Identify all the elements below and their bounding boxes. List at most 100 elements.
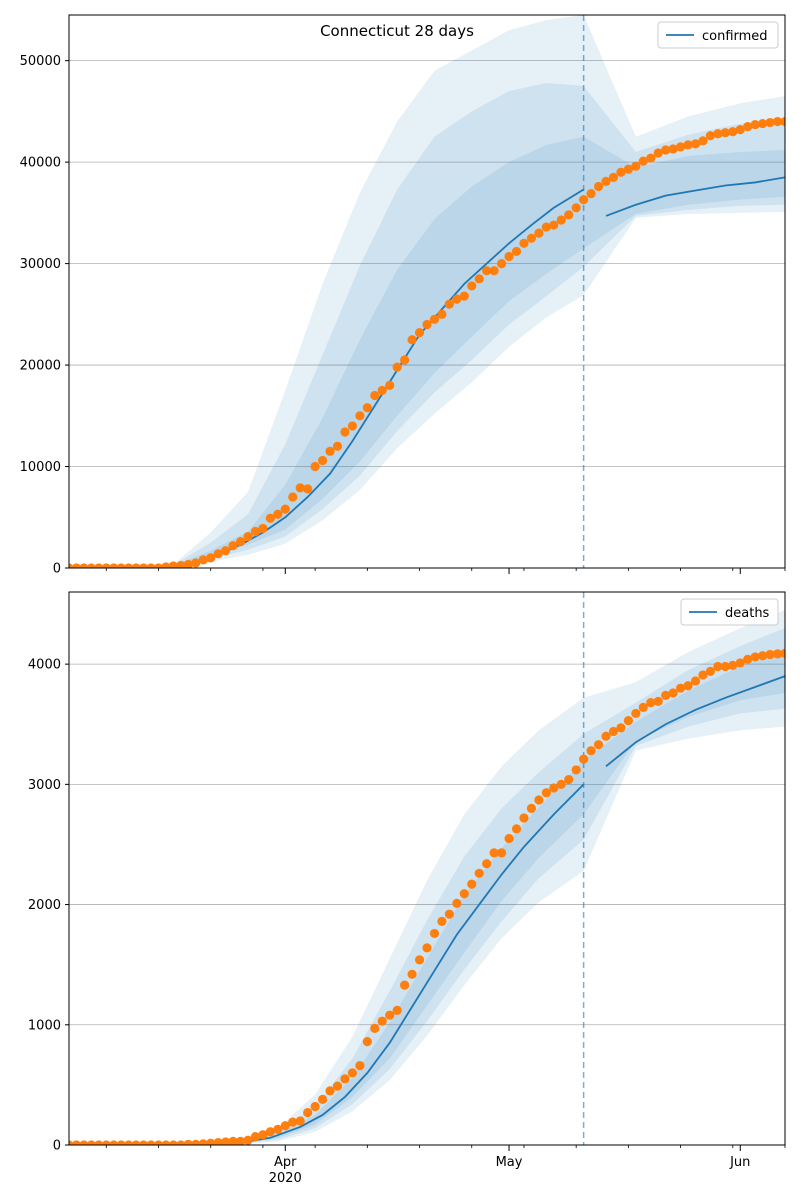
observed-point <box>772 116 783 127</box>
uncertainty-band-1 <box>69 15 785 568</box>
observed-point <box>519 238 529 248</box>
observed-point <box>146 563 156 568</box>
observed-point <box>586 746 596 756</box>
observed-point <box>720 128 730 138</box>
observed-point <box>735 125 745 135</box>
observed-point <box>631 708 641 719</box>
observed-point <box>362 1037 372 1047</box>
y-tick-label: 20000 <box>20 359 61 374</box>
observed-point <box>377 1016 387 1026</box>
observed-point <box>198 1139 208 1145</box>
observed-point <box>86 563 96 568</box>
observed-point <box>176 560 186 568</box>
observed-point <box>332 1081 343 1091</box>
observed-point <box>131 563 141 568</box>
y-tick-label: 50000 <box>20 54 61 69</box>
observed-point <box>661 690 671 700</box>
observed-point <box>511 824 522 834</box>
observed-point <box>235 537 246 547</box>
observed-point <box>534 795 544 805</box>
observed-point <box>221 546 231 556</box>
observed-point <box>653 696 663 706</box>
legend-box <box>657 21 779 49</box>
observed-point <box>541 788 551 798</box>
x-tick-label-may: May <box>496 1155 523 1170</box>
observed-point <box>191 1139 201 1145</box>
model-line-deaths <box>69 783 585 1145</box>
observed-point <box>713 129 723 139</box>
observed-point <box>191 558 201 568</box>
observed-point <box>101 563 111 568</box>
observed-point <box>370 1023 380 1033</box>
observed-point <box>750 119 760 130</box>
y-tick-label: 10000 <box>20 460 61 475</box>
uncertainty-band-3 <box>69 136 785 568</box>
observed-point <box>437 309 447 319</box>
observed-point <box>489 848 499 858</box>
observed-point <box>116 1140 126 1145</box>
observed-point <box>392 362 402 372</box>
observed-point <box>675 142 686 152</box>
observed-point <box>94 1140 104 1145</box>
observed-point <box>153 1140 164 1145</box>
observed-point <box>168 1140 179 1145</box>
observed-point <box>392 1005 402 1015</box>
observed-point <box>675 683 686 693</box>
observed-point <box>206 553 216 563</box>
observed-point <box>228 1136 238 1145</box>
observed-point <box>124 563 134 568</box>
observed-point <box>429 928 440 939</box>
observed-point <box>743 654 753 664</box>
observed-point <box>474 274 484 284</box>
observed-point <box>124 1140 134 1145</box>
observed-point <box>213 1137 223 1145</box>
observed-point <box>698 670 708 680</box>
observed-point <box>541 222 551 232</box>
observed-point <box>288 492 298 502</box>
observed-point <box>86 1140 96 1145</box>
observed-point <box>504 251 514 262</box>
observed-point <box>735 658 745 668</box>
y-tick-label: 2000 <box>28 898 61 913</box>
observed-point <box>765 117 775 128</box>
observed-point <box>228 541 238 551</box>
observed-point <box>198 555 208 565</box>
observed-point <box>705 131 716 141</box>
deaths-panel: 0 1000 2000 3000 4000 Apr May Jun 2020 deaths <box>28 591 786 1186</box>
observed-point <box>325 446 335 456</box>
observed-point <box>526 233 537 243</box>
observed-point <box>728 660 738 670</box>
observed-point <box>780 648 785 658</box>
observed-point <box>414 955 425 965</box>
observed-point <box>496 258 507 269</box>
observed-point <box>623 716 633 726</box>
observed-point <box>698 136 708 146</box>
y-tick-label: 0 <box>53 1139 61 1154</box>
observed-point <box>340 1074 350 1084</box>
observed-point <box>705 666 716 676</box>
observed-point <box>400 355 410 365</box>
observed-point <box>579 754 589 764</box>
observed-point <box>571 765 581 775</box>
observed-point <box>482 266 492 276</box>
plot-area <box>69 15 785 568</box>
model-line-confirmed-forecast <box>605 176 785 217</box>
observed-point <box>370 390 380 401</box>
observed-point <box>250 1131 261 1142</box>
observed-point <box>183 1139 193 1145</box>
observed-point <box>601 731 611 741</box>
y-tick-label: 4000 <box>28 658 61 673</box>
observed-point <box>526 803 537 813</box>
observed-point <box>213 549 223 559</box>
observed-point <box>772 649 783 659</box>
observed-point <box>71 1140 82 1145</box>
observed-point <box>593 181 604 192</box>
legend-label: confirmed <box>702 29 768 44</box>
observed-point <box>101 1140 111 1145</box>
observed-point <box>683 681 693 691</box>
observed-point <box>631 161 641 171</box>
y-tick-label: 3000 <box>28 778 61 793</box>
model-line-deaths-forecast <box>605 675 785 768</box>
observed-point <box>161 562 171 568</box>
